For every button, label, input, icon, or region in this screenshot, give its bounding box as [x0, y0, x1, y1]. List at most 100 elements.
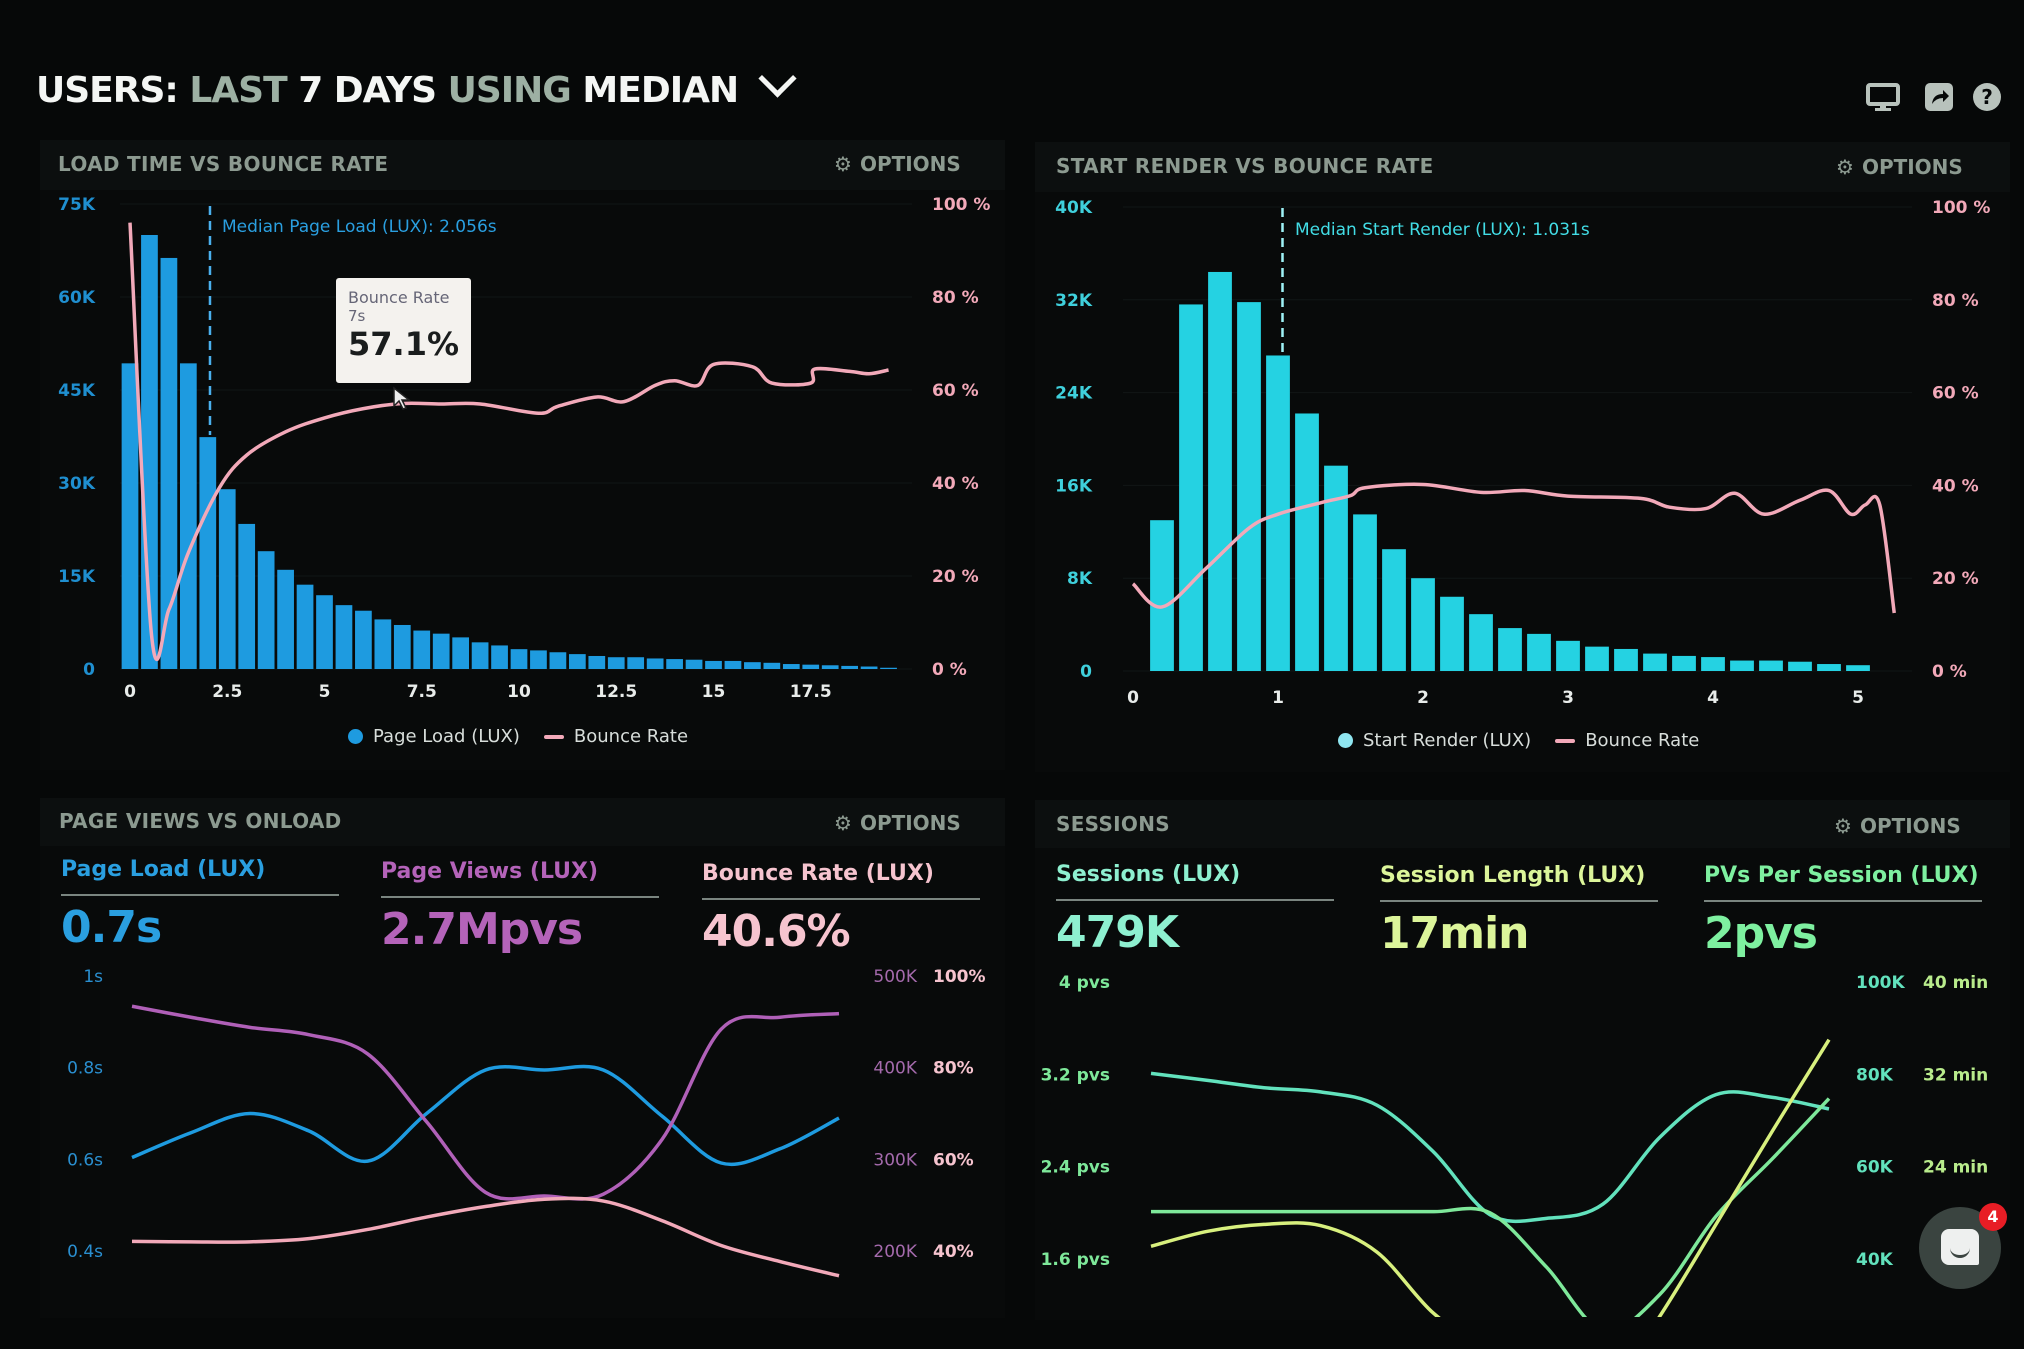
bar: [588, 655, 606, 669]
bar: [374, 619, 392, 669]
options-button[interactable]: ⚙ OPTIONS: [1834, 814, 1961, 838]
title-period: 7 DAYS: [298, 70, 437, 111]
bar: [1382, 549, 1406, 671]
metric-page-views[interactable]: Page Views (LUX) 2.7Mpvs: [381, 859, 659, 955]
share-icon[interactable]: [1922, 82, 1956, 112]
metric-label: Session Length (LUX): [1380, 863, 1646, 888]
bar: [1411, 578, 1435, 671]
bar: [1643, 653, 1667, 671]
bar: [1208, 271, 1232, 671]
plot-area: [131, 1004, 840, 1278]
panel-page-views-header: [40, 798, 1005, 846]
y3-axis-tick-label: 40%: [933, 1242, 974, 1262]
metric-sessions[interactable]: Sessions (LUX) 479K: [1056, 862, 1334, 958]
bar: [160, 257, 178, 669]
legend-line-icon: [543, 734, 564, 739]
y2-axis-tick-label: 100 %: [932, 195, 990, 215]
options-label: OPTIONS: [1861, 155, 1963, 179]
bar: [452, 637, 470, 669]
tooltip-x: 7s: [348, 307, 366, 325]
metric-session-length[interactable]: Session Length (LUX) 17min: [1380, 863, 1658, 959]
y2-axis-tick-label: 80K: [1856, 1065, 1894, 1085]
bar: [316, 595, 333, 669]
bar: [471, 642, 489, 669]
bar: [782, 664, 800, 669]
y2-axis-tick-label: 60 %: [1932, 384, 1979, 404]
y-axis-tick-label: 40K: [1055, 198, 1093, 218]
bar: [1440, 596, 1464, 671]
bar: [607, 657, 625, 669]
x-axis-tick-label: 15: [702, 682, 726, 702]
y-axis-tick-label: 0.4s: [67, 1242, 103, 1262]
legend-item[interactable]: Bounce Rate: [573, 726, 689, 747]
bar: [860, 666, 878, 669]
y-axis-tick-label: 16K: [1055, 476, 1093, 496]
y-axis-tick-label: 45K: [58, 381, 96, 401]
legend-dot-icon: [348, 729, 363, 744]
bar: [1498, 628, 1522, 671]
cursor-icon: [393, 386, 412, 410]
options-button[interactable]: ⚙ OPTIONS: [834, 811, 961, 835]
help-icon[interactable]: ?: [1970, 82, 2004, 112]
legend: Page Load (LUX) Bounce Rate: [348, 726, 688, 747]
bar: [1614, 648, 1638, 671]
bar: [724, 660, 742, 669]
monitor-icon[interactable]: [1866, 82, 1900, 112]
y2-axis-tick-label: 300K: [873, 1150, 917, 1170]
page-load-line: [131, 1064, 840, 1167]
tooltip-value: 57.1%: [348, 325, 460, 363]
session-length-line: [1151, 1097, 1831, 1317]
y-axis-tick-label: 1s: [83, 967, 103, 987]
bar: [1817, 664, 1841, 671]
bar: [1150, 520, 1174, 671]
divider: [1056, 899, 1334, 901]
x-axis-tick-label: 0: [124, 682, 136, 702]
page-title[interactable]: USERS: LAST 7 DAYS USING MEDIAN: [36, 59, 797, 111]
bar: [335, 605, 353, 669]
bar: [1730, 660, 1754, 671]
metric-page-load[interactable]: Page Load (LUX) 0.7s: [61, 857, 339, 953]
bar: [510, 649, 528, 669]
divider: [1704, 900, 1982, 902]
gear-icon: ⚙: [1834, 814, 1852, 838]
bar: [1846, 665, 1870, 671]
metric-label: Sessions (LUX): [1056, 862, 1241, 887]
legend: Start Render (LUX) Bounce Rate: [1338, 730, 1699, 751]
metric-label: Page Load (LUX): [61, 857, 266, 882]
y-axis-tick-label: 75K: [58, 195, 96, 215]
options-button[interactable]: ⚙ OPTIONS: [834, 152, 961, 176]
panel-title: PAGE VIEWS VS ONLOAD: [59, 809, 342, 833]
legend-item[interactable]: Start Render (LUX): [1363, 730, 1532, 751]
metric-bounce-rate[interactable]: Bounce Rate (LUX) 40.6%: [702, 861, 980, 957]
bar: [1237, 302, 1261, 671]
bar: [277, 569, 294, 669]
bar: [218, 489, 236, 669]
median-label: Median Page Load (LUX): 2.056s: [222, 217, 497, 237]
legend-item[interactable]: Bounce Rate: [1585, 730, 1700, 751]
y-axis-tick-label: 0.6s: [67, 1150, 103, 1170]
y2-axis-tick-label: 20 %: [932, 567, 979, 587]
x-axis-tick-label: 17.5: [790, 682, 832, 702]
y2-axis-tick-label: 40K: [1856, 1250, 1894, 1270]
title-users: USERS:: [36, 70, 179, 111]
bounce-rate-line: [131, 1196, 840, 1278]
y2-axis-tick-label: 80 %: [932, 288, 979, 308]
y2-axis-tick-label: 500K: [873, 967, 917, 987]
bar: [296, 584, 314, 669]
x-axis-tick-label: 5: [1852, 688, 1864, 708]
legend-item[interactable]: Page Load (LUX): [373, 726, 520, 747]
options-button[interactable]: ⚙ OPTIONS: [1836, 155, 1963, 179]
x-axis-tick-label: 2: [1417, 688, 1429, 708]
metric-value: 17min: [1380, 908, 1529, 959]
help-glyph: ?: [1981, 85, 1993, 109]
y-axis-tick-label: 30K: [58, 474, 96, 494]
bar: [238, 523, 256, 669]
bar: [802, 664, 820, 669]
metric-pvs-per-session[interactable]: PVs Per Session (LUX) 2pvs: [1704, 863, 1982, 959]
y-axis-tick-label: 0: [83, 660, 95, 680]
bar: [1469, 614, 1493, 671]
y2-axis-tick-label: 0 %: [932, 660, 967, 680]
bar: [821, 665, 839, 669]
panel-title: SESSIONS: [1056, 812, 1170, 836]
bounce-rate-line: [128, 222, 889, 662]
